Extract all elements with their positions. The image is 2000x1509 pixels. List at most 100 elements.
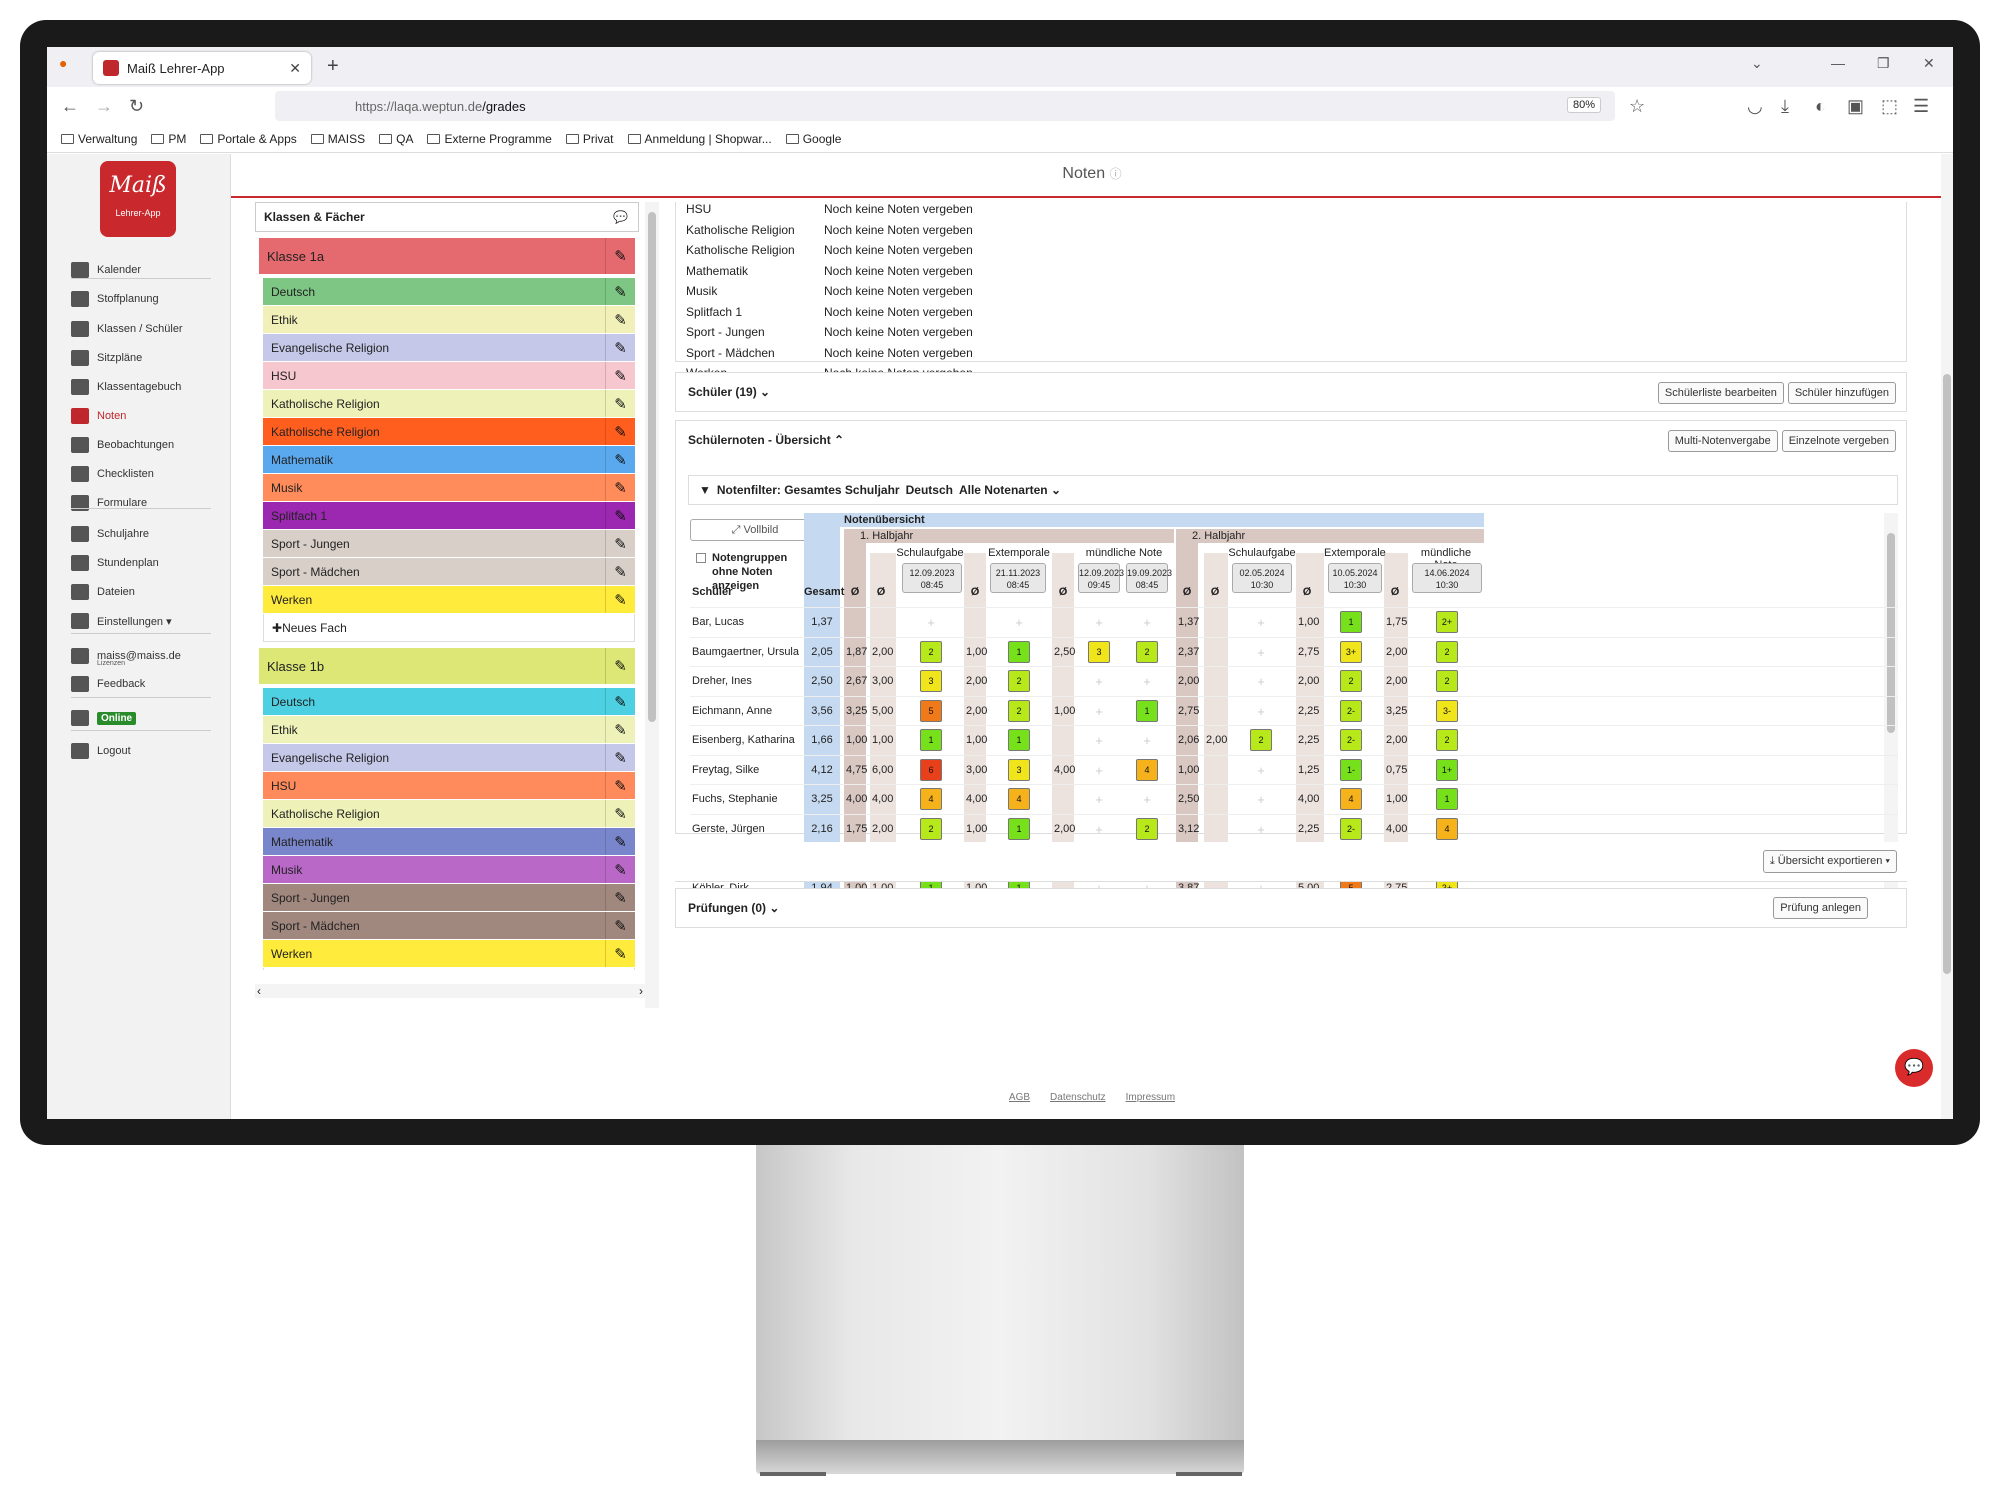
chat-icon[interactable]: 💬: [1895, 1049, 1933, 1087]
pencil-icon[interactable]: ✎: [605, 502, 635, 529]
browser-tab[interactable]: Maiß Lehrer-App ✕: [93, 52, 311, 84]
menu-icon[interactable]: ☰: [1913, 96, 1930, 116]
bookmark-item[interactable]: Verwaltung: [61, 132, 137, 146]
grade-cell[interactable]: 2: [1436, 729, 1458, 751]
student-name[interactable]: Bar, Lucas: [692, 616, 744, 628]
add-grade-icon[interactable]: +: [1095, 703, 1103, 719]
grade-cell[interactable]: 2: [1340, 670, 1362, 692]
subject-item[interactable]: HSU ✎: [263, 772, 635, 800]
bookmark-item[interactable]: MAISS: [310, 132, 365, 146]
grade-cell[interactable]: 1: [1008, 729, 1030, 751]
sidebar-item[interactable]: Online: [71, 706, 137, 730]
pencil-icon[interactable]: ✎: [605, 238, 635, 274]
pencil-icon[interactable]: ✎: [605, 856, 635, 883]
add-grade-icon[interactable]: +: [1143, 733, 1151, 748]
classes-scrollbar[interactable]: [645, 202, 659, 1008]
subject-item[interactable]: Musik ✎: [263, 856, 635, 884]
multi-grade-button[interactable]: Multi-Notenvergabe: [1667, 430, 1778, 452]
subject-item[interactable]: Deutsch ✎: [263, 688, 635, 716]
bookmark-item[interactable]: QA: [379, 132, 413, 146]
reload-icon[interactable]: ↻: [129, 96, 145, 116]
info-icon[interactable]: ⓘ: [1109, 167, 1122, 181]
exams-toggle[interactable]: Prüfungen (0) ⌄: [688, 901, 780, 915]
grade-cell[interactable]: 3+: [1340, 640, 1362, 663]
add-grade-icon[interactable]: +: [1015, 615, 1023, 630]
bookmark-item[interactable]: Anmeldung | Shopwar...: [627, 132, 772, 146]
footer-link[interactable]: AGB: [1008, 1092, 1031, 1103]
pencil-icon[interactable]: ✎: [605, 446, 635, 473]
grade-cell[interactable]: 2: [1250, 729, 1272, 751]
grade-cell[interactable]: 1: [1008, 640, 1030, 663]
pencil-icon[interactable]: ✎: [605, 940, 635, 967]
subject-item[interactable]: Sport - Jungen ✎: [263, 530, 635, 558]
minimize-icon[interactable]: —: [1831, 55, 1845, 71]
grade-date-header[interactable]: 21.11.2023 08:45: [990, 563, 1046, 593]
grade-cell[interactable]: 5: [920, 699, 942, 722]
add-grade-icon[interactable]: +: [1143, 674, 1151, 689]
grade-cell[interactable]: 2: [920, 817, 942, 840]
subject-item[interactable]: Evangelische Religion ✎: [263, 334, 635, 362]
add-grade-icon[interactable]: +: [1257, 615, 1265, 630]
sidebar-item[interactable]: Beobachtungen: [71, 433, 174, 457]
grade-date-header[interactable]: 12.09.2023 08:45: [902, 563, 962, 593]
pencil-icon[interactable]: ✎: [605, 278, 635, 305]
filter-grade-type[interactable]: Alle Notenarten ⌄: [958, 483, 1062, 497]
sidebar-item[interactable]: Noten: [71, 404, 126, 428]
subject-item[interactable]: Katholische Religion ✎: [263, 418, 635, 446]
new-subject-button[interactable]: ✚ Neues Fach: [263, 968, 635, 970]
pencil-icon[interactable]: ✎: [605, 390, 635, 417]
grade-cell[interactable]: 4: [920, 788, 942, 810]
student-name[interactable]: Baumgaertner, Ursula: [692, 645, 799, 658]
grade-cell[interactable]: 2+: [1436, 611, 1458, 633]
new-tab-icon[interactable]: +: [327, 55, 339, 77]
student-name[interactable]: Dreher, Ines: [692, 675, 752, 687]
sidebar-item[interactable]: Logout: [71, 739, 131, 763]
create-exam-button[interactable]: Prüfung anlegen: [1773, 897, 1868, 919]
extension-icon[interactable]: ▣: [1847, 96, 1865, 116]
pencil-icon[interactable]: ✎: [605, 362, 635, 389]
add-grade-icon[interactable]: +: [1257, 792, 1265, 807]
subject-item[interactable]: Katholische Religion ✎: [263, 390, 635, 418]
bookmark-item[interactable]: Google: [785, 132, 841, 146]
grade-date-header[interactable]: 10.05.2024 10:30: [1328, 563, 1382, 593]
subject-item[interactable]: Evangelische Religion ✎: [263, 744, 635, 772]
download-icon[interactable]: ⤓: [1781, 96, 1789, 116]
subject-item[interactable]: Werken ✎: [263, 940, 635, 968]
grade-cell[interactable]: 2: [1436, 670, 1458, 692]
pencil-icon[interactable]: ✎: [605, 418, 635, 445]
grade-cell[interactable]: 2: [1436, 640, 1458, 663]
add-grade-icon[interactable]: +: [1095, 674, 1103, 689]
sidebar-item[interactable]: Sitzpläne: [71, 346, 142, 370]
grade-cell[interactable]: 2-: [1340, 729, 1362, 751]
grade-date-header[interactable]: 12.09.2023 09:45: [1078, 563, 1124, 593]
subject-item[interactable]: Katholische Religion ✎: [263, 800, 635, 828]
comments-icon[interactable]: 💬: [613, 210, 628, 224]
add-grade-icon[interactable]: +: [1143, 615, 1151, 630]
sidebar-item[interactable]: Formulare: [71, 491, 147, 515]
grid-scrollbar[interactable]: [1884, 513, 1898, 913]
close-tab-icon[interactable]: ✕: [289, 59, 301, 76]
grade-cell[interactable]: 2: [1136, 640, 1158, 663]
sidebar-item[interactable]: maiss@maiss.de: [71, 644, 181, 668]
classes-h-scrollbar[interactable]: ‹ ›: [255, 984, 645, 998]
bookmark-star-icon[interactable]: ☆: [1629, 96, 1646, 116]
pencil-icon[interactable]: ✎: [605, 688, 635, 715]
sidebar-item[interactable]: Schuljahre: [71, 522, 149, 546]
bookmark-item[interactable]: Externe Programme: [427, 132, 552, 146]
class-header[interactable]: Klasse 1a ✎: [259, 238, 635, 274]
pencil-icon[interactable]: ✎: [605, 334, 635, 361]
students-toggle[interactable]: Schüler (19) ⌄: [688, 385, 771, 399]
sidebar-item[interactable]: Klassentagebuch: [71, 375, 181, 399]
filter-period[interactable]: Notenfilter: Gesamtes Schuljahr: [716, 483, 900, 497]
forward-icon[interactable]: →: [95, 96, 113, 116]
pencil-icon[interactable]: ✎: [605, 648, 635, 684]
page-scrollbar[interactable]: [1941, 154, 1953, 1119]
add-grade-icon[interactable]: +: [1257, 703, 1265, 719]
zoom-level[interactable]: 80%: [1566, 97, 1601, 113]
sidebar-item[interactable]: Klassen / Schüler: [71, 317, 183, 341]
pencil-icon[interactable]: ✎: [605, 772, 635, 799]
subject-item[interactable]: Mathematik ✎: [263, 828, 635, 856]
sidebar-item[interactable]: Einstellungen ▾: [71, 609, 172, 633]
pencil-icon[interactable]: ✎: [605, 744, 635, 771]
extensions-icon[interactable]: ⬚: [1881, 96, 1899, 116]
